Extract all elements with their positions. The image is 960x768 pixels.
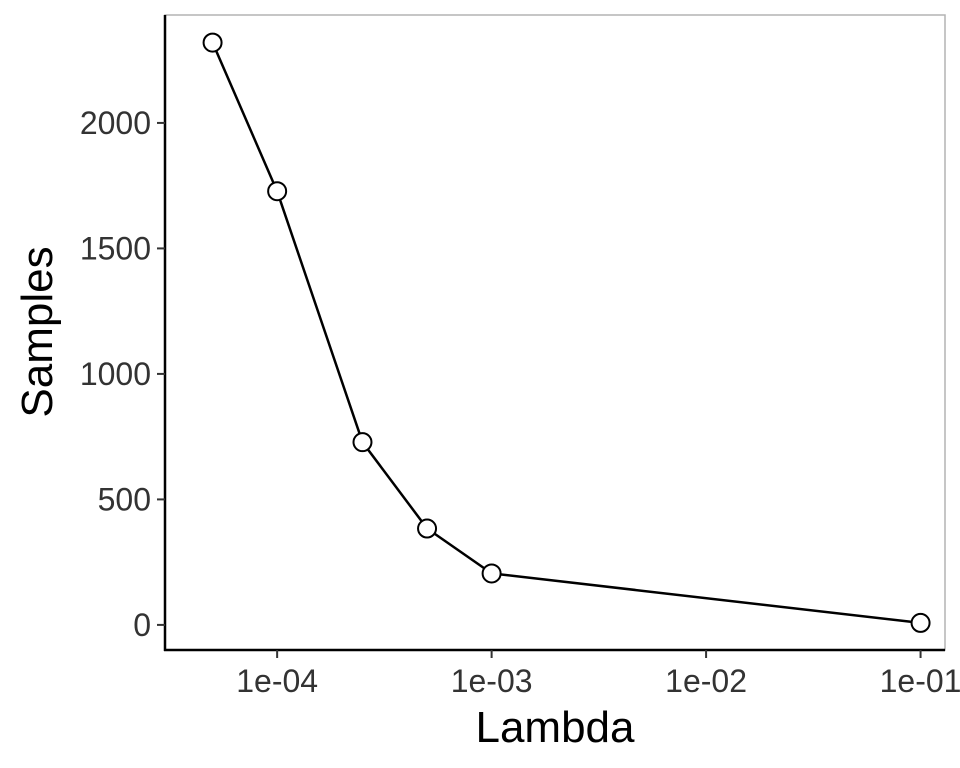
x-axis-title: Lambda: [475, 703, 635, 752]
x-axis-ticks: 1e-04 1e-03 1e-02 1e-01: [236, 650, 960, 699]
series-line: [211, 42, 921, 625]
y-tick-label: 0: [133, 607, 151, 643]
x-tick-label: 1e-02: [665, 663, 747, 699]
y-tick-label: 1500: [80, 230, 151, 266]
data-point: [202, 32, 223, 53]
plot-panel-border: [164, 14, 946, 651]
x-tick-label: 1e-01: [880, 663, 960, 699]
x-tick-label: 1e-04: [236, 663, 318, 699]
data-point: [417, 518, 438, 539]
data-point: [267, 181, 288, 202]
series-layer: [202, 32, 931, 633]
x-tick-label: 1e-03: [451, 663, 533, 699]
y-axis-title: Samples: [13, 246, 62, 417]
y-tick-label: 1000: [80, 356, 151, 392]
data-point: [910, 612, 931, 633]
data-point: [352, 432, 373, 453]
y-tick-label: 500: [98, 481, 151, 517]
y-axis-ticks: 0 500 1000 1500 2000: [80, 105, 165, 643]
y-tick-label: 2000: [80, 105, 151, 141]
data-point: [481, 563, 502, 584]
